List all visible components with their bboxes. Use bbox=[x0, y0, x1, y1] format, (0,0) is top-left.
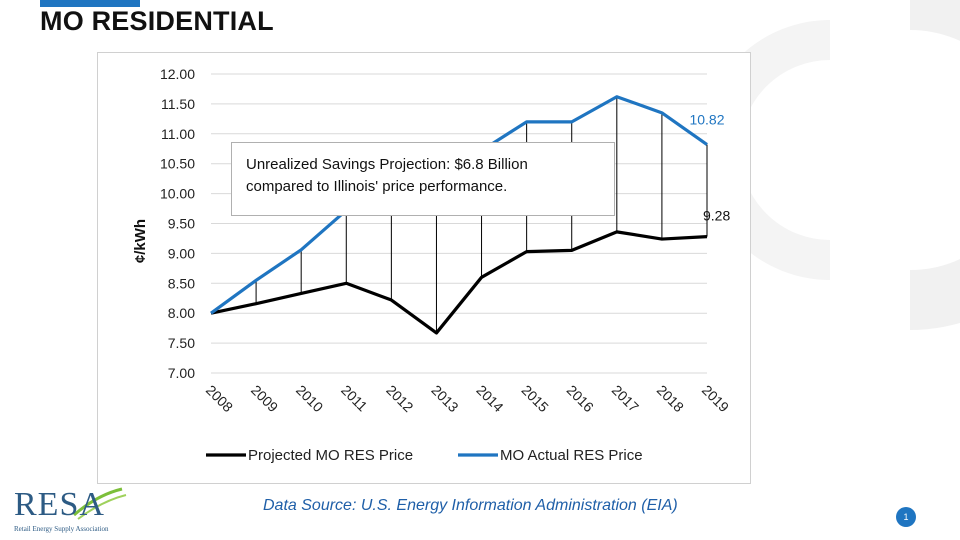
x-tick-label: 2015 bbox=[519, 382, 552, 415]
projected-price-line bbox=[210, 230, 708, 335]
x-tick-label: 2018 bbox=[654, 382, 687, 415]
y-tick-label: 7.50 bbox=[168, 335, 195, 351]
resa-logo-swoosh-icon bbox=[73, 487, 127, 520]
legend: Projected MO RES Price MO Actual RES Pric… bbox=[206, 447, 643, 464]
y-tick-label: 12.00 bbox=[160, 66, 195, 82]
page-number-badge: 1 bbox=[896, 507, 916, 527]
y-tick-label: 10.00 bbox=[160, 186, 195, 202]
y-tick-label: 11.50 bbox=[161, 96, 195, 112]
y-tick-label: 9.00 bbox=[168, 245, 195, 261]
x-tick-label: 2016 bbox=[564, 382, 597, 415]
data-source-note: Data Source: U.S. Energy Information Adm… bbox=[263, 497, 678, 514]
x-tick-label: 2013 bbox=[428, 382, 461, 415]
gridlines bbox=[211, 73, 707, 374]
y-tick-label: 11.00 bbox=[161, 126, 195, 142]
callout-line-2: compared to Illinois' price performance. bbox=[246, 178, 508, 195]
title-accent-bar bbox=[40, 0, 140, 7]
legend-entry: MO Actual RES Price bbox=[500, 447, 643, 464]
x-tick-label: 2008 bbox=[203, 382, 236, 415]
y-tick-label: 10.50 bbox=[160, 156, 195, 172]
logo-tagline: Retail Energy Supply Association bbox=[14, 525, 109, 533]
x-tick-label: 2009 bbox=[248, 382, 281, 415]
x-tick-label: 2011 bbox=[338, 382, 371, 415]
line-chart: 7.00 7.50 8.00 8.50 9.00 9.50 10.00 10.50 11.00 1… bbox=[132, 66, 732, 464]
page-title: MO RESIDENTIAL bbox=[40, 6, 274, 36]
data-label: 10.82 bbox=[689, 112, 724, 128]
x-tick-label: 2017 bbox=[609, 382, 642, 415]
y-axis-label: ¢/kWh bbox=[132, 219, 149, 263]
x-tick-label: 2010 bbox=[293, 382, 326, 415]
x-tick-label: 2012 bbox=[383, 382, 416, 415]
y-tick-label: 8.00 bbox=[168, 305, 195, 321]
logo-wordmark: RESA bbox=[14, 486, 105, 523]
savings-callout-box: Unrealized Savings Projection: $6.8 Bill… bbox=[231, 142, 615, 216]
data-labels: 10.82 9.28 bbox=[689, 112, 730, 224]
legend-entry: Projected MO RES Price bbox=[248, 447, 413, 464]
chart-frame: 7.00 7.50 8.00 8.50 9.00 9.50 10.00 10.50 11.00 1… bbox=[97, 52, 751, 484]
y-tick-label: 8.50 bbox=[168, 275, 195, 291]
x-tick-label: 2014 bbox=[473, 382, 506, 415]
x-tick-label: 2019 bbox=[699, 382, 732, 415]
data-label: 9.28 bbox=[703, 208, 730, 224]
callout-line-1: Unrealized Savings Projection: $6.8 Bill… bbox=[246, 156, 528, 173]
y-tick-label: 7.00 bbox=[168, 365, 195, 381]
x-axis-ticks: 2008 2009 2010 2011 2012 2013 2014 2015 2016 2017… bbox=[203, 382, 732, 415]
y-axis-ticks: 7.00 7.50 8.00 8.50 9.00 9.50 10.00 10.50 11.00 1… bbox=[160, 66, 195, 381]
y-tick-label: 9.50 bbox=[168, 216, 195, 232]
